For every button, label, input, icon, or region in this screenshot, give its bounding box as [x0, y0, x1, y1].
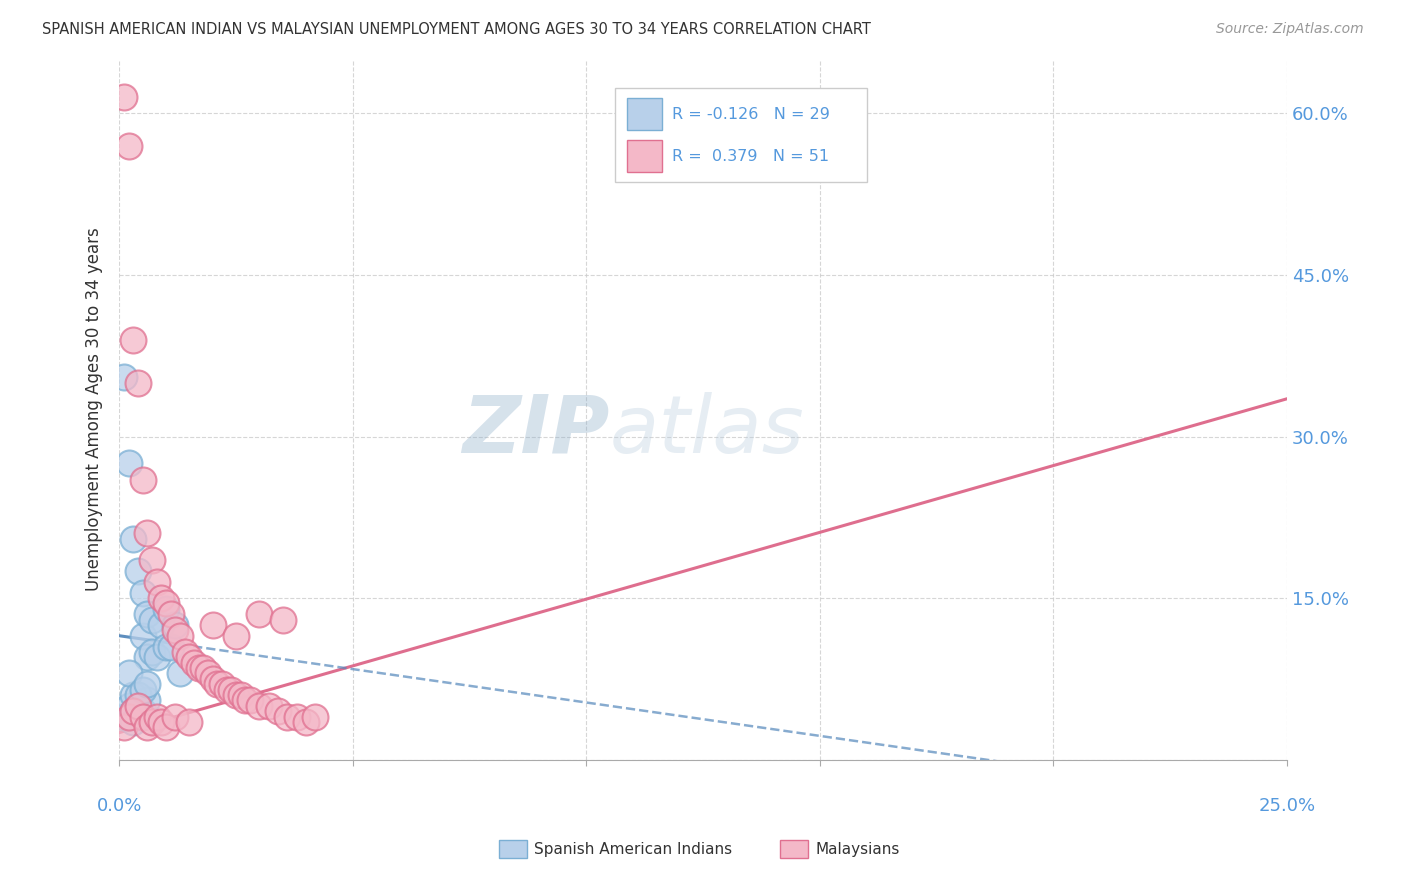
Point: [136, 607, 159, 622]
Point: [225, 629, 247, 643]
Point: [173, 645, 195, 659]
Text: Source: ZipAtlas.com: Source: ZipAtlas.com: [1216, 22, 1364, 37]
Point: [127, 376, 149, 390]
Point: [136, 720, 159, 734]
Point: [117, 138, 139, 153]
Point: [159, 607, 181, 622]
Point: [229, 688, 252, 702]
Point: [117, 666, 139, 681]
Text: ZIP: ZIP: [463, 392, 610, 469]
Point: [183, 656, 205, 670]
Point: [127, 688, 149, 702]
Point: [150, 591, 173, 605]
Point: [169, 629, 191, 643]
Point: [267, 704, 290, 718]
Point: [127, 709, 149, 723]
Point: [225, 688, 247, 702]
Text: R = -0.126   N = 29: R = -0.126 N = 29: [672, 107, 830, 121]
Point: [127, 564, 149, 578]
Text: 0.0%: 0.0%: [97, 797, 142, 815]
Point: [131, 629, 153, 643]
Point: [215, 682, 238, 697]
Point: [112, 720, 135, 734]
Text: Spanish American Indians: Spanish American Indians: [534, 842, 733, 856]
Point: [193, 661, 215, 675]
Point: [145, 574, 167, 589]
Text: Malaysians: Malaysians: [815, 842, 900, 856]
Point: [150, 618, 173, 632]
Point: [179, 714, 201, 729]
Text: atlas: atlas: [610, 392, 804, 469]
Point: [122, 688, 145, 702]
Point: [136, 677, 159, 691]
Point: [155, 602, 177, 616]
Point: [117, 698, 139, 713]
Point: [201, 672, 224, 686]
Point: [165, 624, 187, 638]
Point: [136, 650, 159, 665]
Point: [122, 532, 145, 546]
Point: [131, 682, 153, 697]
Point: [165, 709, 187, 723]
Point: [131, 709, 153, 723]
Point: [235, 693, 257, 707]
Point: [131, 585, 153, 599]
Point: [145, 709, 167, 723]
Point: [112, 370, 135, 384]
Point: [221, 682, 243, 697]
Point: [122, 704, 145, 718]
Point: [165, 618, 187, 632]
Bar: [627, 140, 662, 171]
Bar: [627, 98, 662, 129]
Point: [141, 613, 163, 627]
Point: [112, 90, 135, 104]
Point: [159, 640, 181, 654]
Point: [150, 714, 173, 729]
Text: R =  0.379   N = 51: R = 0.379 N = 51: [672, 149, 828, 164]
FancyBboxPatch shape: [616, 87, 866, 182]
Point: [304, 709, 326, 723]
Point: [155, 596, 177, 610]
Point: [207, 677, 229, 691]
Point: [271, 613, 294, 627]
Point: [169, 666, 191, 681]
Text: 25.0%: 25.0%: [1258, 797, 1316, 815]
Point: [131, 704, 153, 718]
Point: [112, 709, 135, 723]
Point: [141, 553, 163, 567]
Y-axis label: Unemployment Among Ages 30 to 34 years: Unemployment Among Ages 30 to 34 years: [86, 227, 103, 591]
Point: [295, 714, 318, 729]
Point: [131, 473, 153, 487]
Point: [117, 457, 139, 471]
Point: [257, 698, 280, 713]
Point: [145, 650, 167, 665]
Point: [201, 618, 224, 632]
Point: [117, 709, 139, 723]
Point: [122, 333, 145, 347]
Point: [122, 714, 145, 729]
Point: [247, 607, 270, 622]
Point: [141, 714, 163, 729]
Point: [179, 650, 201, 665]
Point: [141, 645, 163, 659]
Point: [136, 526, 159, 541]
Point: [239, 693, 262, 707]
Point: [187, 661, 209, 675]
Point: [211, 677, 233, 691]
Point: [197, 666, 219, 681]
Point: [122, 704, 145, 718]
Point: [276, 709, 298, 723]
Point: [155, 640, 177, 654]
Text: SPANISH AMERICAN INDIAN VS MALAYSIAN UNEMPLOYMENT AMONG AGES 30 TO 34 YEARS CORR: SPANISH AMERICAN INDIAN VS MALAYSIAN UNE…: [42, 22, 872, 37]
Point: [247, 698, 270, 713]
Point: [285, 709, 308, 723]
Point: [136, 693, 159, 707]
Point: [155, 720, 177, 734]
Point: [127, 698, 149, 713]
